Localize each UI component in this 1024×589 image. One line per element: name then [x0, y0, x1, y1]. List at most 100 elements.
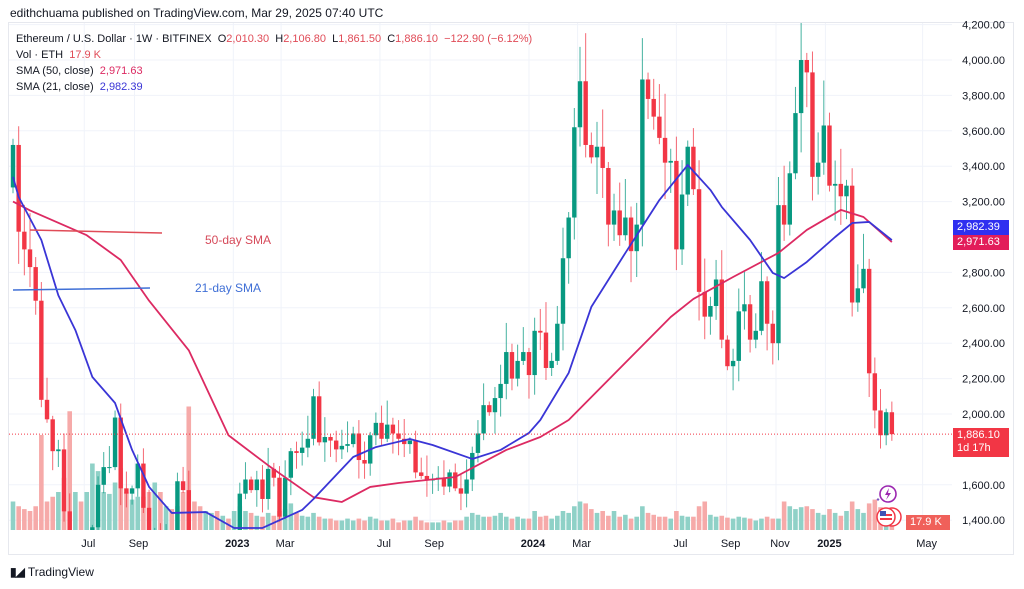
- sma21-annotation: 21-day SMA: [195, 281, 262, 295]
- publisher-line: edithchuama published on TradingView.com…: [10, 6, 384, 20]
- candle-body: [634, 224, 639, 252]
- volume-bar: [498, 512, 503, 530]
- volume-bar: [311, 512, 316, 530]
- sma21-line: [12, 164, 893, 529]
- candle-body: [793, 113, 798, 174]
- legend-symbol-line: Ethereum / U.S. Dollar · 1W · BITFINEX O…: [16, 33, 532, 45]
- last-price-tag: 1,886.10 1d 17h: [953, 428, 1009, 457]
- sma21-value: 2,982.39: [99, 81, 143, 93]
- volume-bar: [861, 512, 866, 530]
- candle-body: [248, 479, 254, 491]
- volume-bar: [84, 492, 90, 530]
- candle-body: [583, 81, 588, 145]
- volume-bar: [821, 514, 827, 530]
- candle-body: [504, 352, 509, 384]
- volume-bar: [679, 515, 685, 530]
- candle-body: [10, 144, 16, 188]
- legend-sma50-line: SMA (50, close) 2,971.63: [16, 65, 143, 77]
- candle-body: [328, 437, 333, 441]
- candle-body: [305, 438, 311, 448]
- low-label: L: [332, 33, 339, 45]
- candle-body: [192, 552, 196, 554]
- volume-bar: [458, 520, 464, 530]
- symbol-title[interactable]: Ethereum / U.S. Dollar · 1W · BITFINEX: [16, 33, 212, 45]
- volume-bar: [555, 515, 560, 530]
- volume-bar: [702, 501, 708, 530]
- volume-bar: [186, 406, 192, 530]
- candle-body: [146, 507, 152, 530]
- sma50-label[interactable]: SMA (50, close): [16, 65, 94, 77]
- sma50-price-tag: 2,971.63: [953, 235, 1009, 250]
- volume-bar: [435, 522, 441, 530]
- volume-bar: [600, 511, 605, 530]
- legend-sma21-line: SMA (21, close) 2,982.39: [16, 81, 143, 93]
- legend-volume-line: Vol · ETH 17.9 K: [16, 49, 101, 61]
- volume-bar: [424, 522, 430, 530]
- sma50-annotation-line: [29, 229, 163, 234]
- candle-body: [657, 116, 662, 138]
- volume-bar: [810, 509, 815, 530]
- candle-body: [815, 162, 821, 177]
- price-tick-label: 2,800.00: [962, 267, 1005, 279]
- candle-body: [180, 481, 186, 491]
- volume-bar: [798, 507, 804, 530]
- high-value: 2,106.80: [283, 33, 327, 45]
- candle-body: [600, 146, 605, 168]
- candle-body: [243, 479, 248, 494]
- volume-bar: [260, 516, 265, 530]
- volume-bar: [793, 509, 798, 530]
- volume-bar: [657, 516, 662, 530]
- candle-body: [288, 451, 294, 478]
- candle-body: [237, 493, 242, 530]
- us-flag-icon[interactable]: [874, 506, 904, 528]
- volume-bar: [543, 515, 549, 530]
- volume-bar: [787, 506, 793, 530]
- candle-body: [708, 306, 713, 317]
- lightning-icon[interactable]: [874, 484, 900, 504]
- volume-bar: [759, 518, 764, 530]
- volume-bar: [827, 509, 832, 530]
- candle-body: [299, 447, 305, 453]
- candle-body: [141, 463, 146, 508]
- candle-body: [810, 72, 815, 177]
- volume-bar: [265, 512, 271, 530]
- candle-body: [617, 210, 622, 236]
- candle-body: [747, 304, 753, 340]
- candle-body: [651, 98, 656, 117]
- candle-body: [362, 460, 367, 464]
- candle-body: [730, 360, 736, 367]
- candle-body: [101, 467, 106, 485]
- volume-bar: [538, 516, 543, 530]
- candle-body: [271, 468, 277, 478]
- volume-bar: [855, 509, 861, 530]
- volume-bar: [305, 516, 311, 530]
- volume-bar: [560, 511, 566, 530]
- candle-body: [90, 527, 95, 530]
- candle-body: [560, 258, 566, 324]
- volume-bar: [243, 511, 248, 530]
- volume-bar: [254, 515, 260, 530]
- candle-body: [611, 210, 617, 225]
- time-tick-label: Jul: [377, 538, 391, 550]
- tradingview-footer[interactable]: ▮◢ TradingView: [10, 565, 94, 579]
- volume-bar: [532, 511, 537, 530]
- volume-bar: [141, 496, 146, 530]
- open-label: O: [217, 33, 227, 45]
- sma21-label[interactable]: SMA (21, close): [16, 81, 94, 93]
- candle-body: [209, 543, 213, 545]
- change-value: −122.90 (−6.12%): [444, 33, 533, 45]
- volume-bar: [452, 520, 458, 530]
- volume-bar: [503, 516, 509, 530]
- volume-bar: [526, 518, 532, 530]
- candle-body: [22, 231, 27, 250]
- volume-label[interactable]: Vol · ETH: [16, 49, 64, 61]
- candle-body: [549, 360, 554, 368]
- price-axis[interactable]: 4,200.00 4,000.00 3,800.00 3,600.00 3,400.00…: [962, 20, 1005, 528]
- volume-bar: [708, 514, 713, 530]
- volume-bar: [725, 517, 730, 530]
- time-axis[interactable]: Jul Sep 2023 Mar Jul Sep 2024 Mar Jul Sep Nov 2025 M…: [81, 538, 937, 550]
- volume-bar: [209, 512, 214, 530]
- candle-body: [339, 445, 345, 450]
- candle-body: [872, 373, 878, 411]
